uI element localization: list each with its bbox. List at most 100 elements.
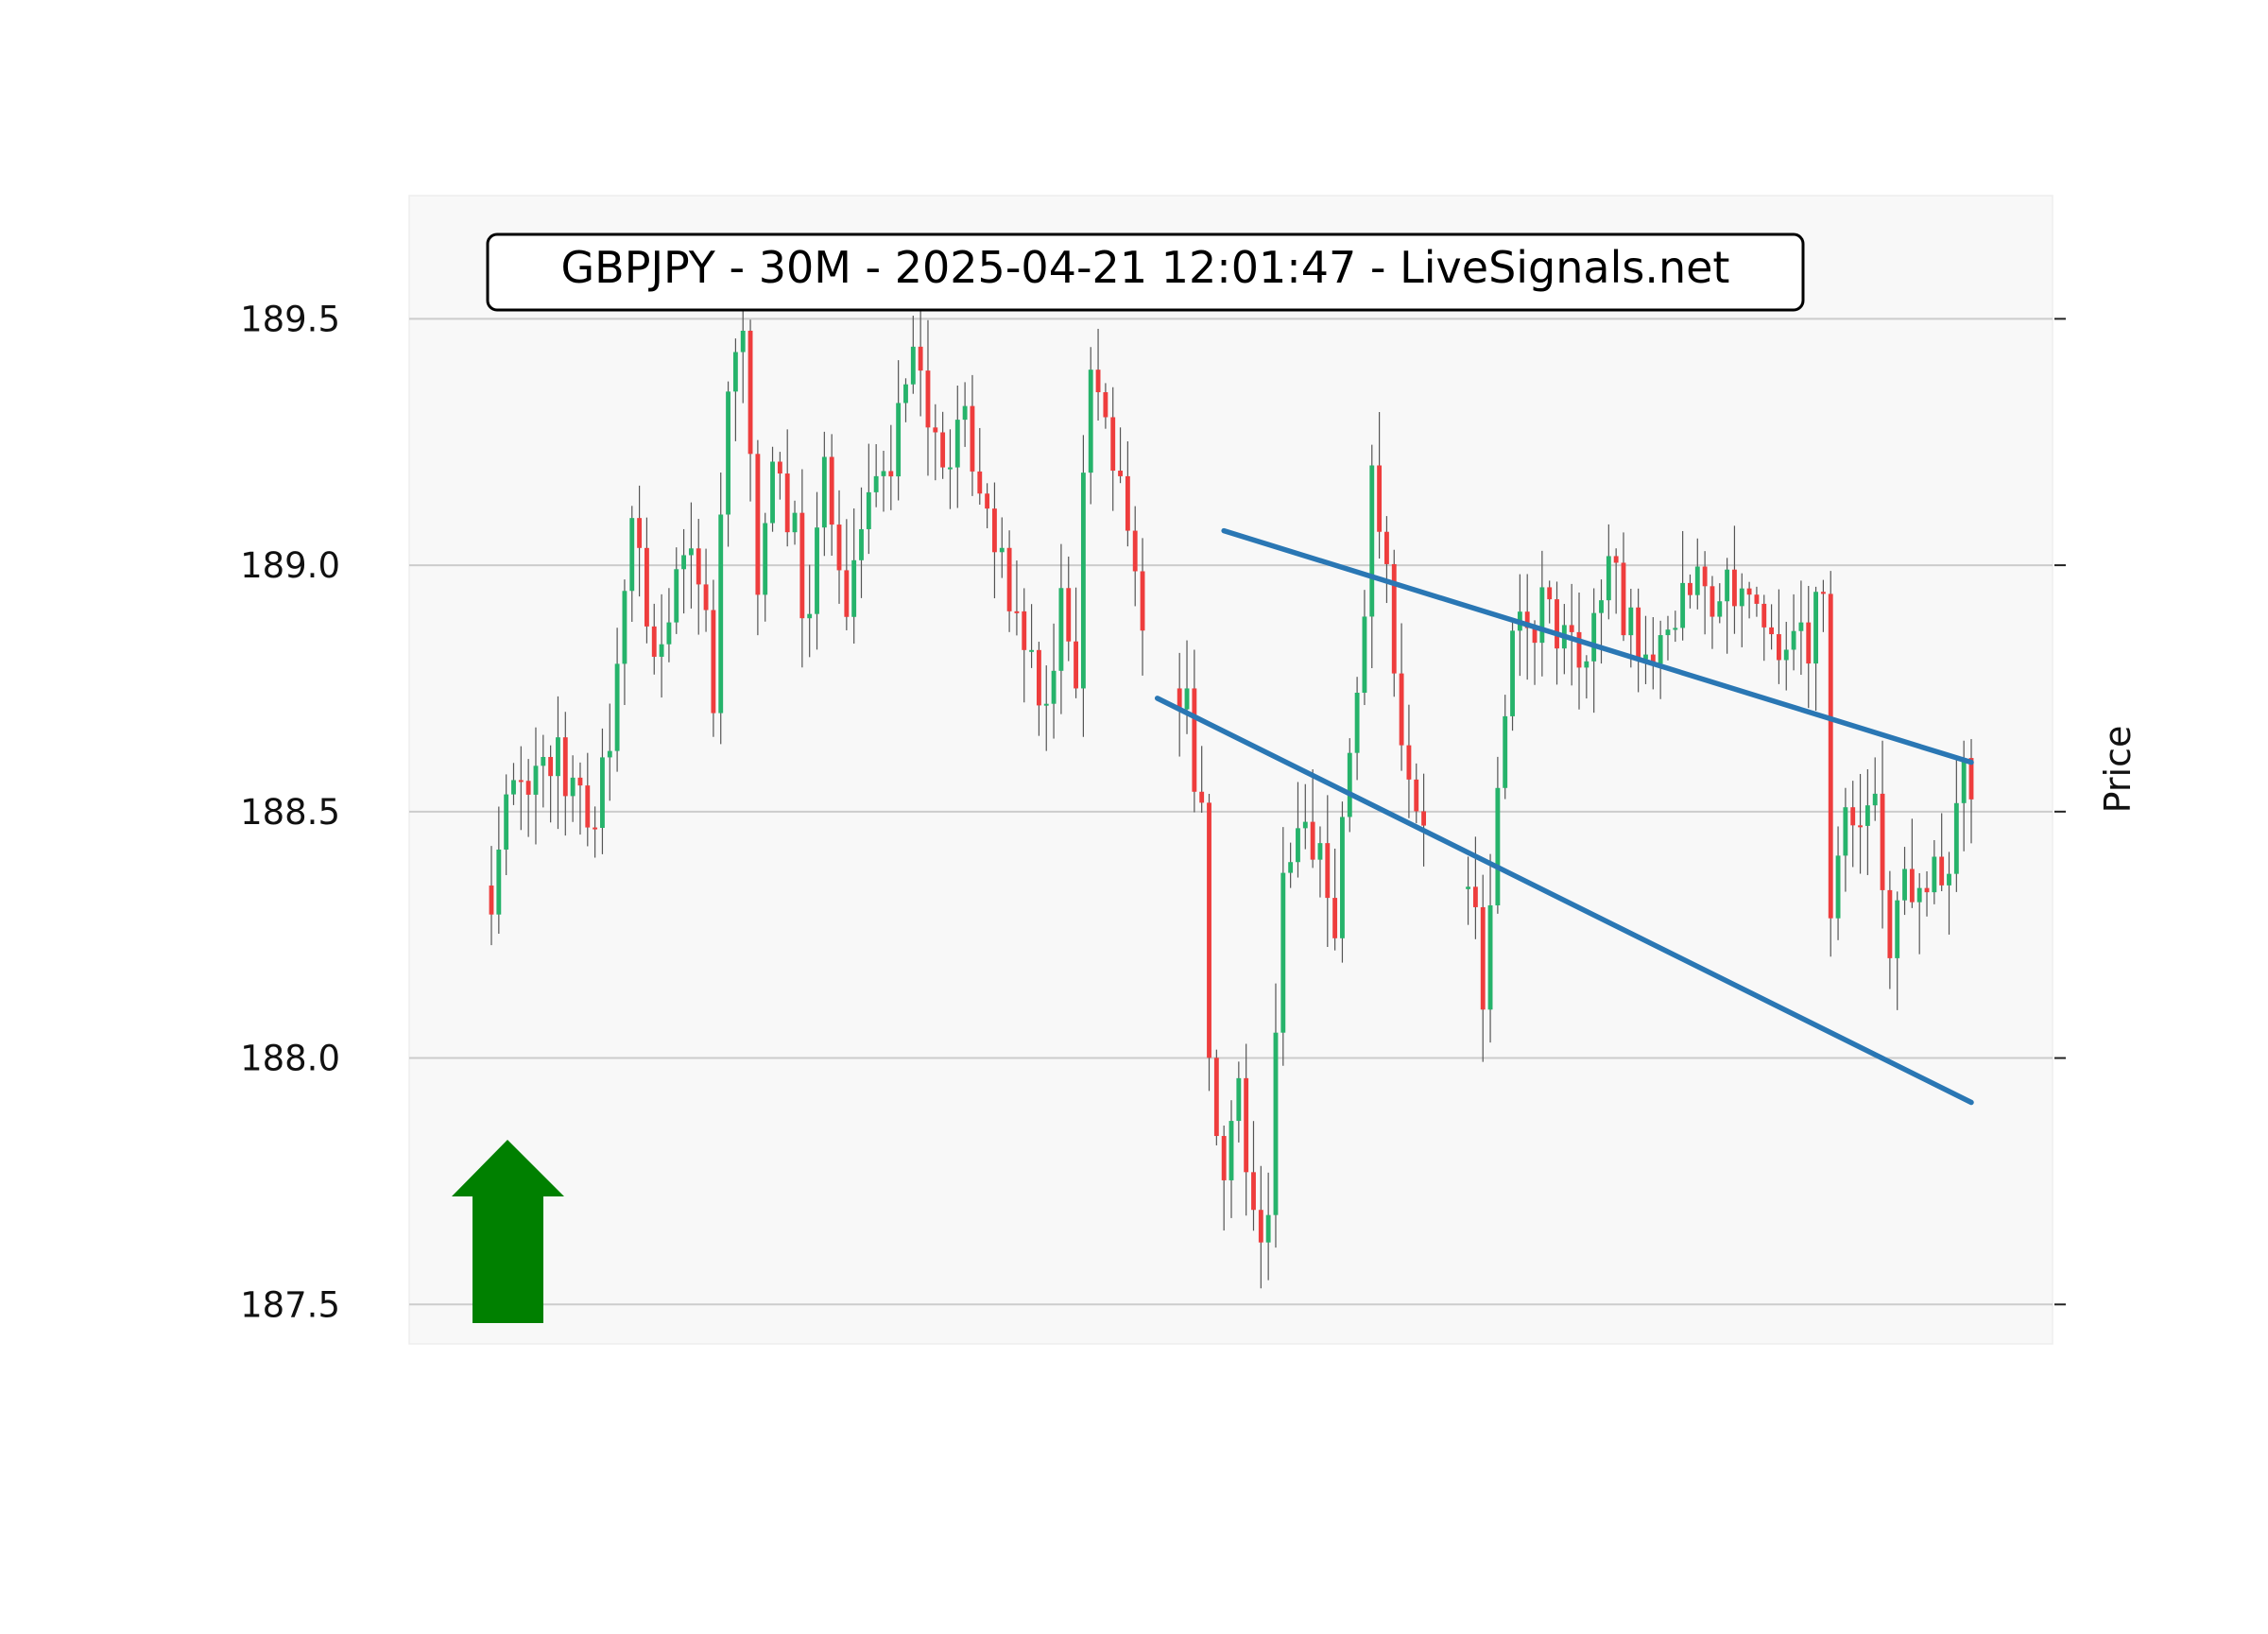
candle-body xyxy=(556,737,560,777)
candle xyxy=(1043,665,1049,751)
candle-body xyxy=(1503,715,1508,788)
candle-body xyxy=(1251,1172,1256,1211)
candle-body xyxy=(1850,807,1856,826)
candle xyxy=(1051,623,1057,739)
candle xyxy=(1880,740,1885,929)
candle-body xyxy=(1599,600,1604,613)
candle-body xyxy=(1080,473,1086,689)
candle xyxy=(792,500,798,545)
candle-body xyxy=(622,591,627,664)
candle xyxy=(1924,870,1930,917)
candle xyxy=(1643,615,1648,684)
candle xyxy=(688,502,694,609)
candle xyxy=(1725,558,1730,654)
candle xyxy=(644,517,649,644)
candle xyxy=(1591,588,1597,714)
candle xyxy=(1080,435,1086,737)
candle-body xyxy=(1510,630,1515,716)
candle-body xyxy=(1022,611,1027,650)
candle xyxy=(1769,604,1775,650)
candle xyxy=(1354,677,1360,781)
candle-body xyxy=(732,352,738,392)
candle-body xyxy=(844,570,850,617)
candle xyxy=(1236,1061,1242,1143)
candle-body xyxy=(1739,588,1744,607)
candle xyxy=(1184,640,1190,734)
candle-body xyxy=(600,757,605,829)
candle xyxy=(1258,1165,1263,1289)
candle-body xyxy=(1665,629,1671,636)
candle-body xyxy=(1014,611,1020,613)
candle-body xyxy=(1192,688,1197,792)
candle-body xyxy=(985,493,990,509)
candle xyxy=(593,806,598,858)
candle xyxy=(622,579,627,705)
candle xyxy=(511,763,516,805)
candle-body xyxy=(1244,1077,1249,1173)
candle-body xyxy=(607,750,612,758)
candle xyxy=(1569,583,1574,686)
candle-body xyxy=(1369,465,1375,617)
candle-body xyxy=(954,420,960,468)
candle xyxy=(985,483,990,528)
candle xyxy=(1221,1125,1227,1231)
candle xyxy=(1118,427,1123,484)
candle-body xyxy=(1362,616,1367,694)
candle xyxy=(1310,769,1315,869)
candle-body xyxy=(614,663,620,751)
candle xyxy=(1953,756,1959,892)
candle-body xyxy=(881,471,886,476)
candle xyxy=(1584,655,1589,699)
candle xyxy=(1717,583,1723,624)
candle xyxy=(541,734,546,808)
candle-body xyxy=(1761,603,1767,628)
candle-body xyxy=(1495,787,1501,906)
candle-body xyxy=(674,569,679,623)
candle-body xyxy=(1132,530,1138,572)
candle xyxy=(1658,620,1663,699)
candle-body xyxy=(1532,628,1538,644)
candle-body xyxy=(821,456,827,528)
candle-body xyxy=(1310,821,1315,860)
candle-body xyxy=(1354,693,1360,753)
candle-body xyxy=(763,523,768,595)
candle-body xyxy=(681,555,687,570)
candle-body xyxy=(1384,531,1389,564)
up-arrow-icon xyxy=(452,1140,564,1323)
candle xyxy=(1074,587,1078,698)
candle xyxy=(1495,756,1501,914)
candle-body xyxy=(933,427,938,433)
candle xyxy=(977,427,983,505)
candle xyxy=(807,564,813,658)
candle xyxy=(614,628,620,772)
candle xyxy=(1806,585,1812,709)
candle-body xyxy=(1103,392,1108,418)
candle-body xyxy=(755,454,761,595)
candle-body xyxy=(1968,758,1974,800)
candle xyxy=(784,429,790,547)
candle xyxy=(1776,589,1781,684)
candle-body xyxy=(541,756,546,766)
candle-body xyxy=(659,644,664,657)
candle xyxy=(1909,818,1915,908)
candle xyxy=(1532,620,1538,685)
candle xyxy=(562,712,568,836)
candle xyxy=(925,319,931,476)
candle-body xyxy=(1606,556,1611,601)
candle xyxy=(873,443,879,507)
candle xyxy=(1813,586,1818,712)
candle xyxy=(1835,826,1841,940)
candle-body xyxy=(577,777,583,786)
y-tick-label: 188.0 xyxy=(240,1039,340,1079)
candle-body xyxy=(1858,825,1863,828)
candle-body xyxy=(1006,547,1012,611)
candle-body xyxy=(1539,587,1545,644)
candle xyxy=(1621,532,1626,642)
candle xyxy=(1384,516,1389,604)
candle-body xyxy=(1051,670,1057,704)
candle-body xyxy=(770,461,775,524)
candle-body xyxy=(1621,562,1626,636)
candle-body xyxy=(1725,569,1730,602)
